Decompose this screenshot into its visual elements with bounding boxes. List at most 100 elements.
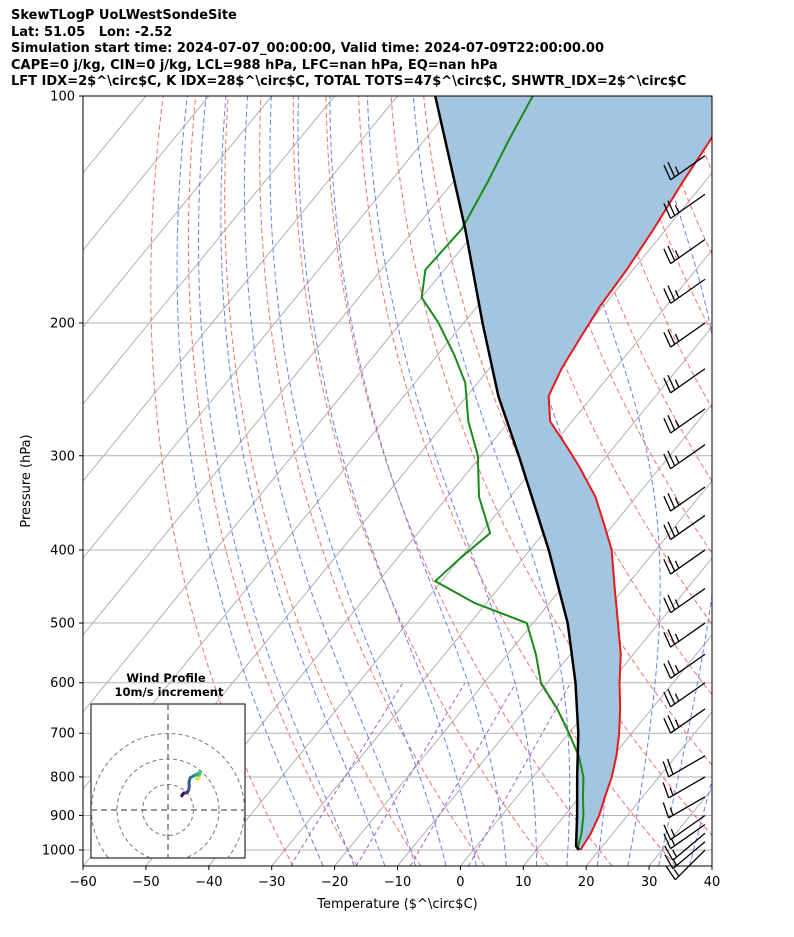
wind-barb-flag bbox=[663, 717, 672, 734]
moist-adiabat-line bbox=[470, 96, 611, 866]
wind-barb bbox=[663, 444, 706, 470]
wind-barb-flag bbox=[663, 248, 672, 264]
wind-barb bbox=[663, 193, 706, 219]
wind-barb bbox=[663, 408, 706, 434]
wind-barb-flag bbox=[667, 415, 676, 431]
x-tick-label: −40 bbox=[195, 875, 222, 890]
wind-barb-half-flag bbox=[674, 204, 680, 213]
wind-barb bbox=[663, 368, 706, 394]
wind-barb-flag bbox=[667, 450, 676, 467]
wind-barb bbox=[663, 514, 706, 541]
isotherm-line bbox=[460, 557, 712, 866]
x-tick-label: 30 bbox=[641, 875, 658, 890]
wind-barb-flag bbox=[667, 493, 676, 509]
wind-barb bbox=[662, 755, 706, 778]
isotherm-line bbox=[208, 249, 712, 866]
dry-adiabat-line bbox=[782, 96, 794, 866]
indices-line: LFT IDX=2$^\circ$C, K IDX=28$^\circ$C, T… bbox=[11, 74, 687, 89]
parcel-line bbox=[434, 96, 581, 851]
moist-adiabat-line bbox=[176, 96, 324, 866]
moist-adiabat-line bbox=[220, 96, 386, 866]
p-tick-label: 400 bbox=[50, 543, 75, 558]
x-tick-label: 20 bbox=[578, 875, 595, 890]
wind-barb bbox=[664, 832, 706, 861]
wind-barb-staff bbox=[672, 832, 706, 861]
mixing-ratio-line bbox=[290, 682, 404, 866]
mixing-ratio-line bbox=[409, 682, 517, 866]
wind-barb-staff bbox=[670, 682, 706, 708]
cin-shading bbox=[435, 96, 712, 851]
wind-barb-half-flag bbox=[674, 250, 680, 259]
isotherm-line bbox=[397, 480, 712, 866]
wind-barb bbox=[662, 776, 706, 799]
wind-barb-half-flag bbox=[669, 807, 674, 816]
wind-barb-flag bbox=[663, 164, 672, 181]
isotherm-line bbox=[83, 96, 273, 328]
wind-barb bbox=[663, 708, 706, 734]
wind-barb-flag bbox=[667, 161, 676, 178]
wind-barb-half-flag bbox=[674, 333, 680, 342]
isotherm-line bbox=[522, 634, 712, 866]
wind-barb-flag bbox=[663, 663, 672, 679]
wind-barb-staff bbox=[670, 408, 706, 434]
wind-barb-half-flag bbox=[674, 664, 680, 673]
wind-barb-flag bbox=[663, 453, 672, 470]
wind-barb-half-flag bbox=[672, 849, 678, 858]
wind-barb-staff bbox=[670, 368, 706, 394]
isotherm-line bbox=[83, 96, 84, 97]
wind-barb-flag bbox=[665, 865, 676, 881]
wind-barb-flag bbox=[663, 597, 672, 613]
x-tick-label: −50 bbox=[132, 875, 159, 890]
wind-barb-half-flag bbox=[670, 829, 676, 838]
wind-barb-flag bbox=[663, 558, 672, 575]
wind-barb-flag bbox=[662, 782, 670, 799]
wind-barb bbox=[663, 486, 706, 512]
dry-adiabat-line bbox=[325, 96, 613, 866]
wind-barb-half-flag bbox=[673, 869, 680, 877]
dry-adiabat-line bbox=[717, 96, 794, 866]
wind-barb bbox=[663, 823, 706, 850]
isotherm-line bbox=[83, 96, 398, 482]
x-tick-label: 40 bbox=[704, 875, 721, 890]
wind-barb bbox=[663, 238, 706, 265]
wind-barb-flag bbox=[663, 377, 672, 394]
p-tick-label: 200 bbox=[50, 316, 75, 331]
wind-barb-half-flag bbox=[674, 497, 680, 506]
x-tick-label: −30 bbox=[258, 875, 285, 890]
wind-barb-staff bbox=[670, 486, 706, 512]
wind-barb-flag bbox=[663, 691, 672, 708]
wind-barb-half-flag bbox=[674, 166, 680, 175]
wind-barb bbox=[663, 322, 706, 348]
wind-barb-staff bbox=[670, 708, 706, 734]
wind-barb bbox=[663, 549, 706, 575]
wind-barb-flag bbox=[667, 285, 676, 301]
dry-adiabat-line bbox=[292, 96, 549, 866]
wind-barb-flag bbox=[667, 521, 676, 537]
wind-barb-flag bbox=[667, 374, 676, 391]
wind-barb-staff bbox=[670, 549, 706, 575]
wind-barb-staff bbox=[670, 278, 706, 304]
p-tick-label: 800 bbox=[50, 770, 75, 785]
hodograph-title: Wind Profile bbox=[126, 671, 206, 685]
wind-barb-flag bbox=[662, 802, 670, 819]
wind-barb-half-flag bbox=[674, 560, 680, 569]
hodograph-plot bbox=[91, 704, 245, 858]
wind-barb bbox=[663, 278, 706, 304]
moist-adiabat-line bbox=[329, 96, 507, 866]
dry-adiabat-line bbox=[423, 96, 712, 766]
x-tick-label: −10 bbox=[384, 875, 411, 890]
p-tick-label: 700 bbox=[50, 727, 75, 742]
wind-barb-half-flag bbox=[674, 419, 680, 428]
wind-barb-staff bbox=[672, 841, 706, 870]
wind-barb-half-flag bbox=[670, 838, 676, 846]
wind-barb-half-flag bbox=[674, 719, 680, 728]
wind-barb-flag bbox=[663, 288, 672, 304]
wind-barb-flag bbox=[663, 495, 672, 512]
p-tick-label: 600 bbox=[50, 676, 75, 691]
wind-barb-half-flag bbox=[674, 379, 680, 388]
dry-adiabat-line bbox=[488, 96, 712, 626]
dry-adiabat-line bbox=[749, 96, 794, 866]
x-axis-label: Temperature ($^\circ$C) bbox=[316, 897, 477, 912]
mixing-ratio-line bbox=[355, 682, 466, 866]
